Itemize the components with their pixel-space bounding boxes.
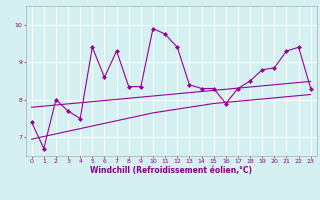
X-axis label: Windchill (Refroidissement éolien,°C): Windchill (Refroidissement éolien,°C)	[90, 166, 252, 175]
